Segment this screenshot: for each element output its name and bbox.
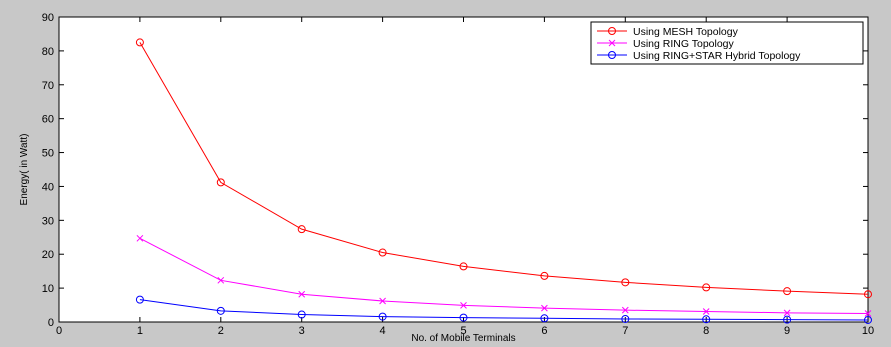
data-point bbox=[540, 271, 549, 280]
series-line bbox=[139, 299, 869, 321]
data-point bbox=[621, 278, 630, 287]
y-tick-label: 60 bbox=[42, 114, 54, 126]
legend-marker bbox=[608, 39, 616, 47]
data-point bbox=[702, 283, 711, 292]
y-tick-label: 80 bbox=[42, 46, 54, 58]
data-point bbox=[297, 225, 306, 234]
x-tick-label: 1 bbox=[137, 325, 143, 337]
legend-marker bbox=[608, 51, 616, 59]
x-tick-label: 5 bbox=[460, 325, 466, 337]
y-tick-label: 20 bbox=[42, 249, 54, 261]
series-0 bbox=[135, 38, 872, 299]
y-tick-label: 40 bbox=[42, 181, 54, 193]
data-point bbox=[540, 314, 549, 323]
data-point bbox=[864, 315, 872, 324]
x-tick-label: 6 bbox=[541, 325, 547, 337]
data-point bbox=[135, 38, 144, 47]
data-point bbox=[379, 297, 386, 305]
x-axis-label: No. of Mobile Terminals bbox=[411, 333, 515, 344]
data-point bbox=[864, 290, 872, 299]
data-point bbox=[378, 312, 387, 321]
data-point bbox=[378, 248, 387, 257]
y-axis-label: Energy( in Watt) bbox=[19, 134, 30, 206]
legend-entry: Using RING Topology bbox=[597, 38, 735, 50]
x-tick-label: 8 bbox=[703, 325, 709, 337]
data-point bbox=[621, 306, 629, 314]
plot-area bbox=[58, 16, 869, 323]
series-line bbox=[139, 237, 869, 315]
data-point bbox=[541, 304, 548, 312]
data-point bbox=[298, 290, 306, 298]
data-point bbox=[702, 315, 711, 324]
x-tick-label: 10 bbox=[862, 325, 874, 337]
series-layer bbox=[135, 38, 872, 324]
data-point bbox=[217, 276, 225, 284]
data-point bbox=[136, 234, 144, 242]
y-tick-label: 70 bbox=[42, 80, 54, 92]
axis-ticks: 0 1 2 3 4 5 6 7 8 9 10 0 10 20 30 40 50 60 70 80 90 bbox=[42, 12, 874, 337]
data-point bbox=[621, 314, 630, 323]
data-point bbox=[783, 315, 792, 324]
x-tick-label: 0 bbox=[56, 325, 62, 337]
data-point bbox=[459, 313, 468, 322]
legend-marker bbox=[608, 27, 616, 35]
data-point bbox=[216, 306, 225, 315]
x-tick-label: 2 bbox=[218, 325, 224, 337]
x-tick-label: 3 bbox=[299, 325, 305, 337]
y-tick-label: 0 bbox=[48, 317, 54, 329]
data-point bbox=[135, 295, 144, 304]
data-point bbox=[702, 308, 710, 315]
legend-entry: Using MESH Topology bbox=[597, 26, 739, 38]
legend-label: Using MESH Topology bbox=[633, 26, 739, 38]
data-point bbox=[783, 309, 791, 317]
data-point bbox=[459, 262, 468, 271]
legend-entry: Using RING+STAR Hybrid Topology bbox=[597, 50, 801, 62]
data-point bbox=[216, 178, 225, 187]
legend-label: Using RING+STAR Hybrid Topology bbox=[633, 50, 801, 62]
series-line bbox=[139, 42, 869, 295]
y-tick-label: 90 bbox=[42, 12, 54, 24]
series-1 bbox=[136, 234, 872, 317]
legend-label: Using RING Topology bbox=[633, 38, 735, 50]
data-point bbox=[864, 310, 872, 317]
y-tick-label: 50 bbox=[42, 148, 54, 160]
y-tick-label: 10 bbox=[42, 283, 54, 295]
x-tick-label: 7 bbox=[622, 325, 628, 337]
data-point bbox=[460, 302, 467, 309]
x-tick-label: 9 bbox=[784, 325, 790, 337]
data-point bbox=[783, 287, 792, 296]
y-tick-label: 30 bbox=[42, 215, 54, 227]
legend-box bbox=[590, 21, 864, 65]
x-tick-label: 4 bbox=[380, 325, 386, 337]
series-2 bbox=[135, 295, 872, 324]
data-point bbox=[297, 310, 306, 319]
